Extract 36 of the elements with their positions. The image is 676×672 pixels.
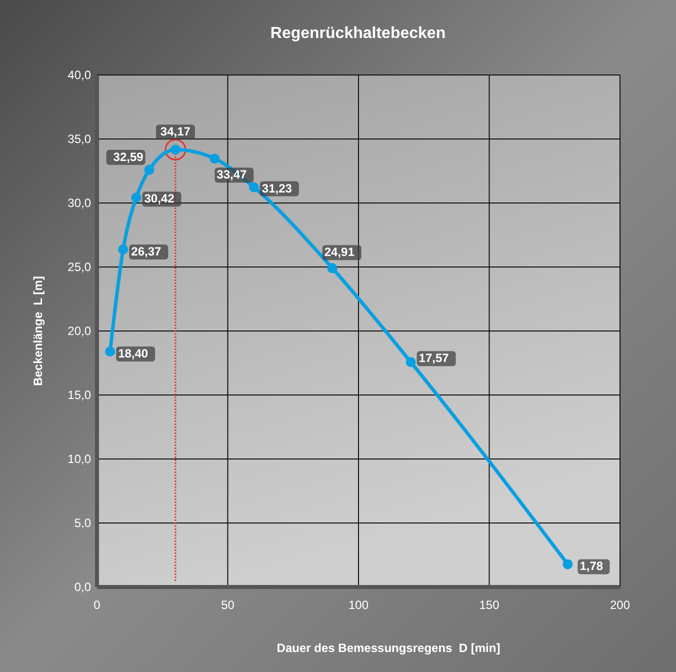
data-label: 31,23 (262, 181, 292, 196)
x-tick-label: 150 (479, 598, 500, 612)
point (118, 244, 128, 254)
y-tick-label: 25,0 (68, 260, 92, 274)
point (327, 263, 338, 274)
point (562, 559, 573, 570)
data-label: 32,59 (113, 150, 144, 164)
y-tick-label: 10,0 (68, 452, 92, 466)
x-tick-label: 200 (610, 598, 630, 612)
x-tick-label: 50 (221, 598, 235, 612)
x-axis-title: Dauer des Bemessungsregens D [min] (276, 641, 500, 655)
point (248, 182, 259, 192)
data-label: 18,40 (118, 346, 148, 360)
y-tick-label: 0,0 (74, 580, 92, 594)
y-tick-label: 20,0 (68, 324, 92, 338)
data-label: 1,78 (580, 559, 604, 574)
data-label: 34,17 (160, 124, 191, 139)
y-tick-label: 30,0 (68, 196, 92, 210)
chart-title: Regenrückhaltebecken (270, 25, 446, 42)
y-tick-label: 40,0 (68, 68, 92, 82)
data-label: 26,37 (131, 244, 162, 258)
point (131, 192, 142, 203)
y-tick-label: 35,0 (68, 132, 92, 146)
point (210, 154, 220, 164)
y-axis-title: Beckenlänge L [m] (31, 276, 45, 386)
x-tick-label: 0 (94, 598, 101, 612)
point (105, 346, 116, 356)
y-tick-label: 5,0 (74, 516, 92, 530)
data-label: 30,42 (144, 192, 175, 206)
x-tick-label: 100 (348, 598, 369, 612)
point (144, 164, 154, 175)
data-label: 24,91 (324, 245, 355, 260)
data-label: 17,57 (418, 351, 450, 366)
y-tick-label: 15,0 (68, 388, 92, 402)
data-label: 33,47 (216, 168, 248, 182)
point (406, 357, 416, 368)
